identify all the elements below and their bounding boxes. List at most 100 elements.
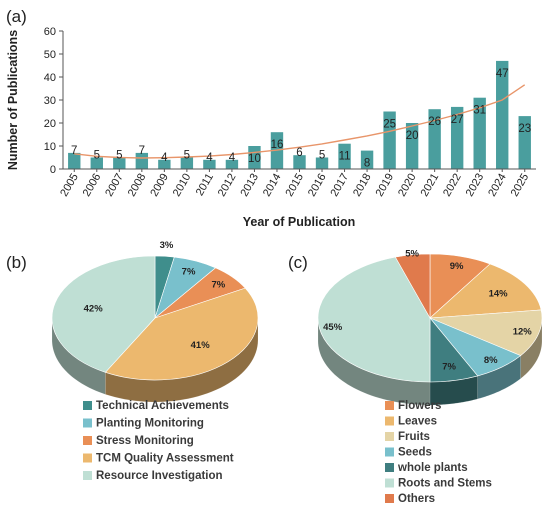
bar <box>203 159 216 169</box>
bar-value-label: 6 <box>296 147 302 159</box>
panel-label-b: (b) <box>6 253 27 272</box>
legend-label: Flowers <box>398 400 441 412</box>
legend-swatch <box>385 478 394 488</box>
legend-c: Flowers Leaves Fruits Seeds whole plants Root… <box>385 400 492 505</box>
legend-label: Resource Investigation <box>96 470 223 482</box>
bar-value-label: 7 <box>139 145 145 157</box>
legend-label: Planting Monitoring <box>96 418 204 430</box>
legend-swatch <box>385 432 394 441</box>
legend-item: Fruits <box>385 431 430 443</box>
pie-value-label: 9% <box>450 261 464 272</box>
legend-swatch <box>385 416 394 426</box>
x-tick-label: 2008 <box>126 172 149 199</box>
x-tick-label: 2025 <box>509 172 532 199</box>
x-tick-label: 2015 <box>283 172 306 199</box>
pie-slice <box>51 255 156 373</box>
legend-swatch <box>385 494 394 503</box>
bar <box>180 157 194 169</box>
x-tick-label: 2011 <box>194 172 216 198</box>
legend-item: Technical Achievements <box>83 400 229 412</box>
y-axis-ticks: 0 10 20 30 40 50 60 <box>44 26 63 176</box>
legend-item: Resource Investigation <box>83 470 223 482</box>
x-tick-label: 2021 <box>419 172 442 199</box>
x-tick-label: 2013 <box>238 172 261 199</box>
pie-value-labels: 3% 7% 7% 41% 42% <box>84 240 226 351</box>
pie-tops <box>51 255 259 381</box>
pie-tops <box>317 253 543 383</box>
bar-value-label: 4 <box>229 152 236 164</box>
legend-label: Fruits <box>398 431 430 443</box>
x-tick-label: 2017 <box>329 172 352 199</box>
bar-value-label: 5 <box>116 150 122 162</box>
bars <box>68 60 531 169</box>
legend-item: Seeds <box>385 447 432 459</box>
bar-value-label: 25 <box>383 119 396 131</box>
y-tick-label: 60 <box>44 26 56 38</box>
bar <box>158 159 171 169</box>
y-tick-label: 30 <box>44 95 56 107</box>
legend-label: whole plants <box>397 462 468 474</box>
bar <box>225 159 239 169</box>
legend-swatch <box>385 447 394 457</box>
bar-value-labels: 7 5 5 7 4 5 4 4 10 16 6 5 11 8 25 20 26 27 31 47 23 <box>71 68 531 170</box>
x-tick-label: 2007 <box>103 172 126 199</box>
y-tick-label: 20 <box>44 118 56 130</box>
legend-swatch <box>385 463 394 472</box>
bar <box>496 60 509 169</box>
pie-value-label: 3% <box>160 240 174 251</box>
pie-value-label: 41% <box>191 340 211 351</box>
y-tick-label: 50 <box>44 49 56 61</box>
legend-swatch <box>83 453 92 463</box>
x-tick-label: 2016 <box>306 172 329 199</box>
legend-swatch <box>385 401 394 410</box>
pie-value-label: 42% <box>84 303 104 314</box>
bar <box>473 97 486 169</box>
bar-value-label: 16 <box>271 139 284 151</box>
bar-value-label: 10 <box>248 153 261 165</box>
pie-value-label: 7% <box>182 266 196 277</box>
y-tick-label: 40 <box>44 72 56 84</box>
bar-value-label: 5 <box>319 150 325 162</box>
pie-value-label: 8% <box>484 355 498 366</box>
bar <box>293 155 306 169</box>
x-tick-label: 2006 <box>81 172 104 199</box>
x-tick-label: 2019 <box>374 172 397 199</box>
bar-value-label: 23 <box>518 123 531 135</box>
legend-item: whole plants <box>385 462 468 474</box>
x-tick-label: 2024 <box>486 172 509 199</box>
bar <box>90 157 103 169</box>
panel-label-a: (a) <box>6 7 27 26</box>
bar <box>518 116 531 169</box>
bar-value-label: 27 <box>451 114 464 126</box>
legend-item: Roots and Stems <box>385 478 492 490</box>
bar-value-label: 4 <box>206 152 213 164</box>
pie-chart-b: 3% 7% 7% 41% 42% <box>51 240 259 403</box>
legend-swatch <box>83 436 92 445</box>
bar-value-label: 8 <box>364 158 370 170</box>
pie-chart-c: 9% 14% 12% 8% 7% 45% 5% <box>317 249 543 406</box>
bar <box>383 111 396 169</box>
y-tick-label: 0 <box>50 164 56 176</box>
legend-b: Technical Achievements Planting Monitorin… <box>83 400 234 482</box>
x-tick-label: 2020 <box>396 172 419 199</box>
bar-value-label: 5 <box>184 150 190 162</box>
bar-value-label: 11 <box>339 151 351 163</box>
legend-label: Others <box>398 493 435 505</box>
bar-value-label: 26 <box>428 116 441 128</box>
legend-swatch <box>83 471 92 480</box>
legend-label: Technical Achievements <box>96 400 229 412</box>
legend-item: TCM Quality Assessment <box>83 453 234 465</box>
pie-value-label: 7% <box>211 279 225 290</box>
panel-label-c: (c) <box>288 253 308 272</box>
legend-label: TCM Quality Assessment <box>96 453 234 465</box>
x-tick-label: 2014 <box>261 172 284 199</box>
bar-value-label: 31 <box>473 105 486 117</box>
x-axis-title: Year of Publication <box>243 215 356 229</box>
bar-value-label: 5 <box>94 150 100 162</box>
pie-value-label: 45% <box>323 322 343 333</box>
legend-item: Stress Monitoring <box>83 435 194 447</box>
legend-label: Seeds <box>398 447 432 459</box>
legend-label: Stress Monitoring <box>96 435 194 447</box>
bar <box>135 152 149 169</box>
